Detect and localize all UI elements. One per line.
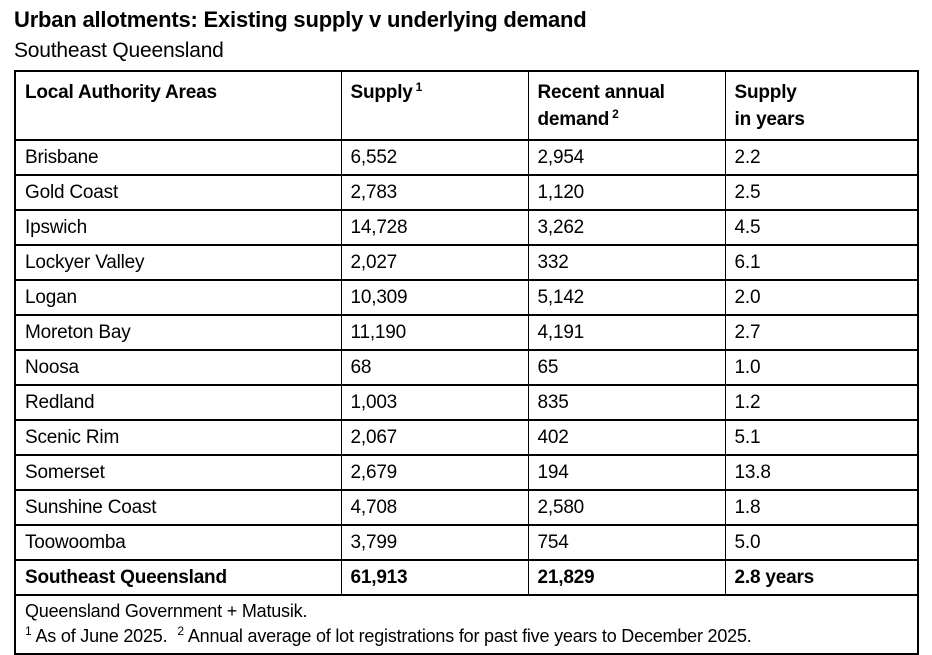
cell-area: Brisbane bbox=[14, 139, 342, 176]
cell-area-total: Southeast Queensland bbox=[14, 559, 342, 596]
cell-area: Logan bbox=[14, 279, 342, 316]
cell-demand: 3,262 bbox=[527, 209, 726, 246]
cell-demand: 402 bbox=[527, 419, 726, 456]
cell-years: 2.0 bbox=[724, 279, 919, 316]
cell-supply: 3,799 bbox=[340, 524, 529, 561]
cell-area: Sunshine Coast bbox=[14, 489, 342, 526]
header-label: Supply bbox=[350, 82, 413, 103]
footnote-2-marker: 2 bbox=[177, 624, 184, 638]
table-footer-row: Queensland Government + Matusik. 1 As of … bbox=[14, 594, 919, 655]
cell-supply: 14,728 bbox=[340, 209, 529, 246]
table-row-logan: Logan 10,309 5,142 2.0 bbox=[14, 279, 919, 316]
table-row-redland: Redland 1,003 835 1.2 bbox=[14, 384, 919, 421]
cell-area: Toowoomba bbox=[14, 524, 342, 561]
footnote-marker: 2 bbox=[612, 106, 619, 121]
cell-area: Noosa bbox=[14, 349, 342, 386]
cell-supply: 6,552 bbox=[340, 139, 529, 176]
col-header-recent-annual-demand: Recent annual demand 2 bbox=[527, 70, 726, 141]
footnote-2-text: Annual average of lot registrations for … bbox=[187, 626, 752, 646]
cell-area: Gold Coast bbox=[14, 174, 342, 211]
cell-years: 2.2 bbox=[724, 139, 919, 176]
footnote-marker: 1 bbox=[415, 79, 423, 94]
cell-demand: 1,120 bbox=[527, 174, 726, 211]
footnote-1-marker: 1 bbox=[25, 624, 32, 638]
cell-area: Somerset bbox=[14, 454, 342, 491]
cell-area: Moreton Bay bbox=[14, 314, 342, 351]
col-header-supply: Supply 1 bbox=[340, 70, 529, 141]
col-header-supply-in-years: Supply in years bbox=[724, 70, 919, 141]
cell-supply: 2,027 bbox=[340, 244, 529, 281]
header-row: Local Authority Areas Supply 1 Recent ann… bbox=[14, 70, 919, 141]
table-footer: Queensland Government + Matusik. 1 As of … bbox=[14, 594, 919, 655]
table-row-total-southeast-queensland: Southeast Queensland 61,913 21,829 2.8 y… bbox=[14, 559, 919, 596]
cell-supply: 1,003 bbox=[340, 384, 529, 421]
table-row-brisbane: Brisbane 6,552 2,954 2.2 bbox=[14, 139, 919, 176]
table-row-somerset: Somerset 2,679 194 13.8 bbox=[14, 454, 919, 491]
page-title: Urban allotments: Existing supply v unde… bbox=[14, 7, 587, 32]
cell-supply: 4,708 bbox=[340, 489, 529, 526]
cell-years-total: 2.8 years bbox=[724, 559, 919, 596]
table-row-sunshine-coast: Sunshine Coast 4,708 2,580 1.8 bbox=[14, 489, 919, 526]
cell-supply: 11,190 bbox=[340, 314, 529, 351]
cell-years: 1.8 bbox=[724, 489, 919, 526]
header-label-line1: Recent annual bbox=[537, 82, 665, 103]
source-text: Queensland Government + Matusik. bbox=[25, 601, 308, 621]
cell-area: Scenic Rim bbox=[14, 419, 342, 456]
col-header-local-authority-areas: Local Authority Areas bbox=[14, 70, 342, 141]
table-row-scenic-rim: Scenic Rim 2,067 402 5.1 bbox=[14, 419, 919, 456]
cell-area: Redland bbox=[14, 384, 342, 421]
cell-demand: 65 bbox=[527, 349, 726, 386]
cell-years: 1.0 bbox=[724, 349, 919, 386]
header-label-line1: Supply bbox=[734, 82, 797, 103]
cell-years: 4.5 bbox=[724, 209, 919, 246]
footnote-1: 1 As of June 2025. bbox=[25, 624, 168, 646]
cell-demand: 2,580 bbox=[527, 489, 726, 526]
table-row-noosa: Noosa 68 65 1.0 bbox=[14, 349, 919, 386]
cell-demand-total: 21,829 bbox=[527, 559, 726, 596]
cell-demand: 5,142 bbox=[527, 279, 726, 316]
cell-demand: 4,191 bbox=[527, 314, 726, 351]
table-row-gold-coast: Gold Coast 2,783 1,120 2.5 bbox=[14, 174, 919, 211]
cell-area: Lockyer Valley bbox=[14, 244, 342, 281]
cell-demand: 754 bbox=[527, 524, 726, 561]
header-label-line2: in years bbox=[734, 109, 805, 130]
cell-demand: 2,954 bbox=[527, 139, 726, 176]
footnote-2: 2 Annual average of lot registrations for… bbox=[177, 624, 752, 646]
table-row-ipswich: Ipswich 14,728 3,262 4.5 bbox=[14, 209, 919, 246]
header-label: Local Authority Areas bbox=[25, 82, 217, 103]
cell-demand: 332 bbox=[527, 244, 726, 281]
cell-area: Ipswich bbox=[14, 209, 342, 246]
table-row-lockyer-valley: Lockyer Valley 2,027 332 6.1 bbox=[14, 244, 919, 281]
cell-supply-total: 61,913 bbox=[340, 559, 529, 596]
cell-supply: 68 bbox=[340, 349, 529, 386]
cell-demand: 835 bbox=[527, 384, 726, 421]
cell-demand: 194 bbox=[527, 454, 726, 491]
table-row-toowoomba: Toowoomba 3,799 754 5.0 bbox=[14, 524, 919, 561]
cell-supply: 10,309 bbox=[340, 279, 529, 316]
supply-demand-table: Local Authority Areas Supply 1 Recent ann… bbox=[14, 70, 919, 655]
cell-years: 5.1 bbox=[724, 419, 919, 456]
cell-years: 2.7 bbox=[724, 314, 919, 351]
cell-supply: 2,067 bbox=[340, 419, 529, 456]
cell-supply: 2,679 bbox=[340, 454, 529, 491]
page-subtitle: Southeast Queensland bbox=[14, 39, 224, 62]
table-row-moreton-bay: Moreton Bay 11,190 4,191 2.7 bbox=[14, 314, 919, 351]
cell-years: 6.1 bbox=[724, 244, 919, 281]
cell-years: 5.0 bbox=[724, 524, 919, 561]
cell-years: 1.2 bbox=[724, 384, 919, 421]
footnote-1-text: As of June 2025. bbox=[35, 626, 168, 646]
cell-years: 2.5 bbox=[724, 174, 919, 211]
header-label-line2: demand bbox=[537, 109, 610, 130]
cell-years: 13.8 bbox=[724, 454, 919, 491]
cell-supply: 2,783 bbox=[340, 174, 529, 211]
